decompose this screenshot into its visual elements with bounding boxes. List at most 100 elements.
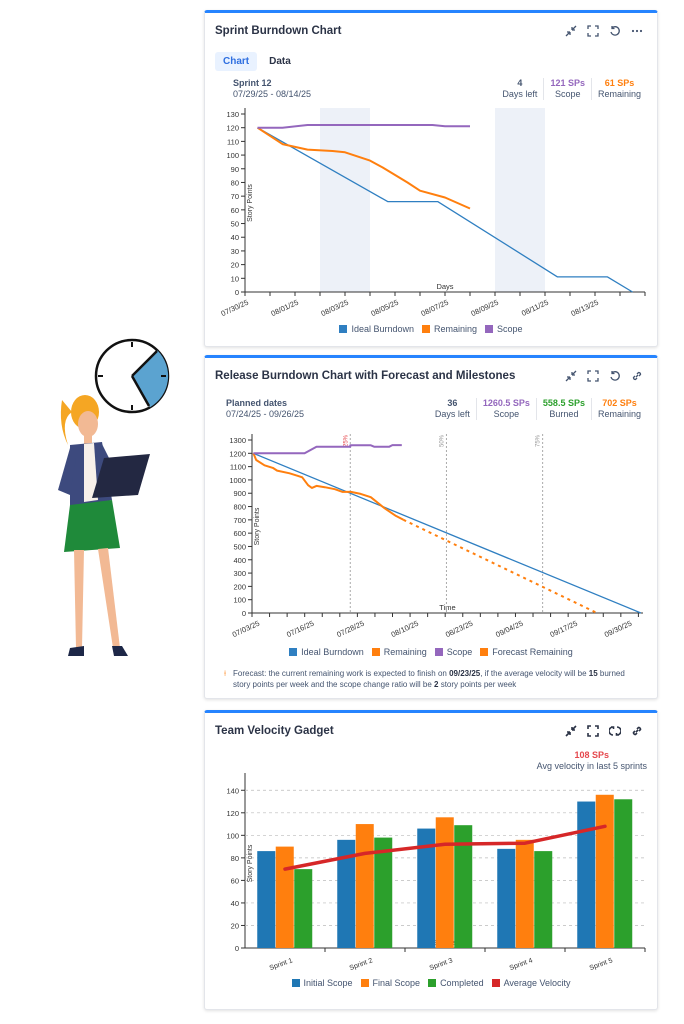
x-tick-label: 09/30/25: [603, 619, 633, 639]
y-tick-label: 1300: [229, 436, 246, 445]
compress-icon[interactable]: [565, 25, 577, 37]
series-line-forecast-remaining: [402, 518, 598, 614]
more-icon[interactable]: [631, 25, 643, 37]
series-line-remaining: [252, 452, 404, 521]
tab-chart[interactable]: Chart: [215, 52, 258, 71]
y-tick-label: 0: [235, 288, 239, 297]
legend-item-average-velocity[interactable]: Average Velocity: [491, 978, 570, 988]
y-tick-label: 0: [235, 944, 239, 953]
y-tick-label: 300: [233, 569, 246, 578]
legend-label: Remaining: [433, 324, 478, 334]
legend-label: Forecast Remaining: [492, 647, 573, 657]
bar-initial-scope: [337, 839, 356, 948]
legend-item-initial-scope[interactable]: Initial Scope: [291, 978, 353, 988]
x-axis-label: Time: [439, 603, 455, 612]
x-tick-label: 08/01/25: [270, 298, 300, 318]
woman-figure: [58, 395, 150, 656]
series-line-ideal-burndown: [253, 452, 642, 614]
x-tick-label: Sprint 2: [349, 957, 374, 972]
series-line-remaining: [256, 126, 471, 210]
bar-final-scope: [435, 817, 454, 948]
legend-item-ideal-burndown[interactable]: Ideal Burndown: [289, 647, 364, 657]
legend-swatch: [360, 979, 369, 987]
legend-swatch: [421, 325, 430, 333]
refresh-icon[interactable]: [609, 370, 621, 382]
y-tick-label: 10: [231, 274, 239, 283]
tab-data[interactable]: Data: [269, 56, 291, 67]
legend-item-remaining[interactable]: Remaining: [371, 647, 427, 657]
legend-swatch: [480, 648, 489, 656]
legend-item-completed[interactable]: Completed: [428, 978, 484, 988]
x-tick-label: 07/30/25: [220, 298, 250, 318]
x-tick-label: 08/07/25: [420, 298, 450, 318]
legend-label: Ideal Burndown: [301, 647, 364, 657]
bar-completed: [454, 825, 473, 948]
y-axis-label: Story Points: [254, 507, 261, 545]
x-tick-label: 08/05/25: [370, 298, 400, 318]
series-line-average-velocity: [283, 824, 607, 871]
legend-item-remaining[interactable]: Remaining: [421, 324, 478, 334]
legend-item-ideal-burndown[interactable]: Ideal Burndown: [339, 324, 414, 334]
sprint-burndown-chart: 0 10 20 30 40 50 60 70 80 90 100 110 120 130 Story Poi…: [220, 108, 646, 318]
legend-item-scope[interactable]: Scope: [434, 647, 473, 657]
milestone-label: 75%: [536, 434, 542, 447]
y-tick-label: 60: [231, 876, 239, 885]
series-line-scope: [257, 124, 470, 129]
y-tick-label: 1200: [229, 449, 246, 458]
planned-dates: 07/24/25 - 09/26/25: [226, 409, 305, 419]
x-tick-label: Sprint 3: [429, 957, 454, 972]
forecast-icon: ⍿: [224, 669, 227, 678]
series-line-ideal-burndown: [257, 127, 633, 293]
y-tick-label: 400: [233, 556, 246, 565]
planned-label: Planned dates: [226, 398, 288, 408]
refresh-icon[interactable]: [609, 25, 621, 37]
x-tick-label: 09/17/25: [549, 619, 579, 639]
sprint-burndown-card: Sprint Burndown Chart Chart Data Sprint …: [204, 10, 658, 347]
chart-legend: Ideal Burndown Remaining Scope Forecast Rem…: [205, 647, 657, 657]
y-tick-label: 40: [231, 899, 239, 908]
x-tick-label: 08/09/25: [470, 298, 500, 318]
x-axis-label: Days: [436, 282, 453, 291]
fullscreen-icon[interactable]: [587, 25, 599, 37]
y-tick-label: 120: [226, 809, 239, 818]
compress-icon[interactable]: [565, 370, 577, 382]
milestone-label: 50%: [439, 434, 445, 447]
compress-icon[interactable]: [565, 725, 577, 737]
legend-label: Initial Scope: [303, 978, 353, 988]
milestone-label: 25%: [343, 434, 349, 447]
legend-swatch: [289, 648, 298, 656]
y-axis-label: Story Points: [247, 844, 254, 882]
legend-swatch: [291, 979, 300, 987]
legend-label: Remaining: [383, 647, 427, 657]
y-tick-label: 100: [226, 151, 239, 160]
stat-scope: 1260.5 SPs Scope: [475, 398, 536, 420]
fullscreen-icon[interactable]: [587, 725, 599, 737]
bar-initial-scope: [257, 851, 276, 948]
y-tick-label: 600: [233, 529, 246, 538]
y-tick-label: 100: [226, 831, 239, 840]
bar-final-scope: [595, 794, 614, 948]
stat-days-left: 36 Days left: [434, 398, 470, 419]
y-tick-label: 800: [233, 503, 246, 512]
legend-item-forecast-remaining[interactable]: Forecast Remaining: [480, 647, 573, 657]
sprint-name: Sprint 12: [233, 78, 272, 88]
card-title: Release Burndown Chart with Forecast and…: [215, 370, 516, 382]
avg-velocity-value: 108 SPs: [574, 750, 610, 760]
link-icon[interactable]: [631, 725, 643, 737]
link-icon[interactable]: [631, 370, 643, 382]
release-burndown-card: Release Burndown Chart with Forecast and…: [204, 355, 658, 699]
legend-item-final-scope[interactable]: Final Scope: [360, 978, 420, 988]
chart-legend: Ideal Burndown Remaining Scope: [205, 324, 657, 334]
sprint-dates: 07/29/25 - 08/14/25: [233, 89, 312, 99]
legend-item-scope[interactable]: Scope: [485, 324, 523, 334]
clock-icon: [94, 338, 170, 414]
legend-swatch: [485, 325, 494, 333]
x-tick-label: 08/13/25: [570, 298, 600, 318]
legend-label: Scope: [446, 647, 473, 657]
y-tick-label: 1000: [229, 476, 246, 485]
y-tick-label: 100: [233, 596, 246, 605]
weekend-band: [495, 108, 545, 292]
fullscreen-icon[interactable]: [587, 370, 599, 382]
card-title: Team Velocity Gadget: [215, 725, 334, 737]
y-tick-label: 60: [231, 206, 239, 215]
